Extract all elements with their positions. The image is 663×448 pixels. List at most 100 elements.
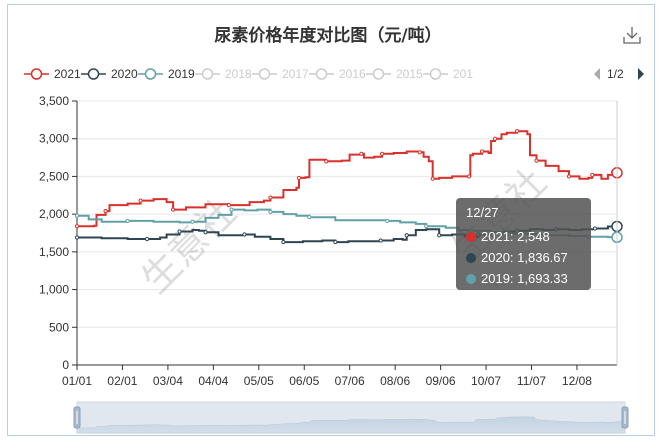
pager-label: 1/2 bbox=[607, 67, 624, 81]
y-tick-label: 2,500 bbox=[39, 169, 69, 183]
download-icon[interactable] bbox=[623, 27, 641, 44]
series-point bbox=[296, 175, 302, 181]
series-point bbox=[417, 150, 422, 155]
series-point bbox=[359, 151, 364, 156]
legend-item-201[interactable]: 201 bbox=[423, 67, 473, 81]
series-point bbox=[281, 239, 286, 245]
series-point bbox=[333, 239, 338, 245]
x-tick-label: 06/05 bbox=[289, 374, 319, 388]
series-point bbox=[404, 233, 409, 238]
pager-prev-icon[interactable] bbox=[594, 68, 600, 80]
series-point bbox=[170, 207, 176, 212]
series-point bbox=[190, 219, 195, 224]
series-point bbox=[566, 174, 572, 179]
x-tick-label: 09/06 bbox=[426, 374, 456, 388]
series-point bbox=[514, 129, 520, 134]
tooltip-row: 2021: 2,548 bbox=[466, 229, 550, 244]
legend-label: 2018 bbox=[225, 67, 252, 81]
tooltip-marker bbox=[466, 253, 476, 263]
series-point bbox=[324, 159, 329, 164]
x-tick-label: 03/04 bbox=[153, 374, 183, 388]
series-point bbox=[138, 198, 143, 203]
y-tick-label: 0 bbox=[62, 358, 69, 372]
y-axis: 0 500 1,000 1,500 2,000 2,500 3,000 3,500 bbox=[39, 94, 78, 372]
y-tick-label: 1,500 bbox=[39, 245, 69, 259]
urea-price-chart: 尿素价格年度对比图（元/吨） 2021 2020 2019 2018 2017 2016 2… bbox=[24, 25, 644, 434]
tooltip-marker bbox=[466, 232, 476, 242]
tooltip-value: 2021: 2,548 bbox=[481, 229, 550, 244]
pager-next-icon[interactable] bbox=[638, 68, 644, 80]
series-point bbox=[74, 224, 80, 229]
series-point bbox=[226, 202, 231, 208]
series-point bbox=[492, 136, 498, 141]
x-tick-label: 02/01 bbox=[107, 374, 137, 388]
tooltip-marker bbox=[466, 274, 476, 284]
tooltip-value: 2020: 1,836.67 bbox=[481, 250, 568, 265]
y-tick-label: 500 bbox=[49, 320, 69, 334]
series-point bbox=[268, 195, 273, 200]
series-point bbox=[307, 215, 312, 220]
series-point bbox=[379, 151, 385, 156]
legend-label: 2021 bbox=[54, 67, 81, 81]
tooltip-value: 2019: 1,693.33 bbox=[481, 271, 568, 286]
legend-item-2020[interactable]: 2020 bbox=[81, 67, 138, 81]
chart-title: 尿素价格年度对比图（元/吨） bbox=[214, 25, 441, 46]
series-point bbox=[385, 218, 390, 224]
series-point bbox=[590, 172, 595, 178]
series-point bbox=[229, 207, 234, 212]
legend-label: 201 bbox=[453, 67, 473, 81]
legend-label: 2016 bbox=[339, 67, 366, 81]
legend-label: 2015 bbox=[396, 67, 423, 81]
legend-label: 2017 bbox=[282, 67, 309, 81]
series-point bbox=[144, 236, 150, 242]
series-point bbox=[203, 230, 208, 235]
series-point bbox=[424, 224, 429, 229]
series-point bbox=[74, 213, 80, 218]
series-point bbox=[268, 209, 273, 214]
x-tick-label: 08/06 bbox=[380, 374, 410, 388]
series-point bbox=[466, 174, 472, 179]
series-point bbox=[534, 158, 539, 163]
legend-item-2016[interactable]: 2016 bbox=[309, 67, 366, 81]
series-point bbox=[378, 238, 383, 243]
tooltip-header: 12/27 bbox=[466, 205, 499, 220]
series-point bbox=[479, 149, 485, 154]
legend-item-2018[interactable]: 2018 bbox=[195, 67, 252, 81]
x-axis: 01/01 02/01 03/04 04/04 05/05 06/05 07/06 08/06… bbox=[62, 365, 592, 388]
chart-panel: 尿素价格年度对比图（元/吨） 2021 2020 2019 2018 2017 2016 2… bbox=[7, 4, 655, 436]
y-tick-label: 1,000 bbox=[39, 283, 69, 297]
legend-item-2021[interactable]: 2021 bbox=[24, 67, 81, 81]
legend-item-2017[interactable]: 2017 bbox=[252, 67, 309, 81]
series-point bbox=[437, 233, 442, 238]
x-tick-label: 10/07 bbox=[471, 374, 501, 388]
series-line-2021 bbox=[77, 130, 618, 228]
tooltip-row: 2019: 1,693.33 bbox=[466, 271, 568, 286]
tooltip-row: 2020: 1,836.67 bbox=[466, 250, 568, 265]
zoom-handle-left[interactable] bbox=[73, 406, 81, 429]
x-tick-label: 04/04 bbox=[198, 374, 228, 388]
x-tick-label: 12/08 bbox=[562, 374, 592, 388]
series-point bbox=[103, 209, 108, 214]
legend-item-2019[interactable]: 2019 bbox=[138, 67, 195, 81]
series-point bbox=[592, 226, 598, 231]
x-tick-label: 11/07 bbox=[517, 374, 546, 388]
series-point bbox=[125, 218, 130, 224]
zoom-handle-right[interactable] bbox=[621, 406, 629, 429]
series-point bbox=[177, 229, 182, 234]
x-tick-label: 05/05 bbox=[244, 374, 274, 388]
y-tick-label: 3,500 bbox=[39, 94, 69, 108]
y-tick-label: 3,000 bbox=[39, 132, 69, 146]
series-point bbox=[430, 176, 435, 181]
legend-item-2015[interactable]: 2015 bbox=[366, 67, 423, 81]
legend-label: 2020 bbox=[111, 67, 138, 81]
legend-pager[interactable]: 1/2 bbox=[594, 67, 644, 81]
x-tick-label: 01/01 bbox=[62, 374, 92, 388]
legend-label: 2019 bbox=[168, 67, 195, 81]
data-zoom-slider[interactable] bbox=[73, 401, 629, 434]
x-tick-label: 07/06 bbox=[335, 374, 365, 388]
series-2021 bbox=[74, 129, 623, 229]
series-point bbox=[74, 235, 80, 240]
legend: 2021 2020 2019 2018 2017 2016 2015 201 1/2 bbox=[24, 67, 644, 81]
tooltip: 12/27 2021: 2,548 2020: 1,836.67 2019: 1,6… bbox=[456, 198, 591, 290]
y-tick-label: 2,000 bbox=[39, 207, 69, 221]
